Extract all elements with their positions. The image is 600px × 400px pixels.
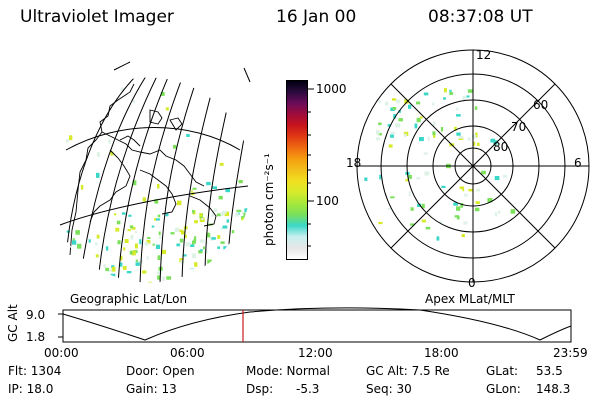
polar-grid xyxy=(356,49,590,283)
alt-tick-9: 9.0 xyxy=(26,308,46,322)
info-ip: IP: 18.0 xyxy=(8,382,54,396)
mlt-label-6: 6 xyxy=(574,156,582,170)
geo-coastlines xyxy=(69,83,217,256)
colorbar-tick-100: 100 xyxy=(316,194,339,208)
apex-polar-plot xyxy=(356,49,590,283)
alt-tick-1-8: 1.8 xyxy=(26,330,46,344)
info-flt: Flt: 1304 xyxy=(8,364,62,378)
mlat-label-70: 70 xyxy=(511,120,527,134)
mlt-label-0: 0 xyxy=(468,276,476,290)
mlt-label-18: 18 xyxy=(346,156,362,170)
info-door: Door: Open xyxy=(126,364,195,378)
info-gcalt: GC Alt: 7.5 Re xyxy=(366,364,450,378)
colorbar-unit-label: photon cm⁻²s⁻¹ xyxy=(262,153,276,246)
polar-panel-label: Apex MLat/MLT xyxy=(425,292,515,306)
geo-panel-label: Geographic Lat/Lon xyxy=(70,292,188,306)
x-tick-2359: 23:59 xyxy=(553,346,588,360)
geo-grid xyxy=(59,77,251,283)
date-label: 16 Jan 00 xyxy=(276,7,357,27)
colorbar-tick-1000: 1000 xyxy=(316,82,347,96)
mlat-label-80: 80 xyxy=(493,140,509,154)
instrument-title: Ultraviolet Imager xyxy=(20,7,174,27)
info-seq: Seq: 30 xyxy=(366,382,412,396)
info-glat-label: GLat: xyxy=(486,364,519,378)
altitude-plot xyxy=(58,307,572,343)
alt-axis-label: GC Alt xyxy=(6,304,20,342)
info-mode: Mode: Normal xyxy=(246,364,330,378)
colorbar-ticks xyxy=(308,88,314,247)
geographic-map xyxy=(45,61,253,284)
x-tick-0600: 06:00 xyxy=(170,346,205,360)
info-glon-value: 148.3 xyxy=(536,382,571,396)
x-tick-1800: 18:00 xyxy=(424,346,459,360)
x-tick-1200: 12:00 xyxy=(298,346,333,360)
info-dsp-label: Dsp: xyxy=(246,382,274,396)
time-label: 08:37:08 UT xyxy=(428,7,533,27)
mlt-label-12: 12 xyxy=(476,48,492,62)
info-glon-label: GLon: xyxy=(486,382,521,396)
colorbar xyxy=(286,80,308,260)
info-gain: Gain: 13 xyxy=(126,382,177,396)
x-tick-0000: 00:00 xyxy=(44,346,79,360)
mlat-label-60: 60 xyxy=(533,98,549,112)
info-dsp-value: -5.3 xyxy=(296,382,320,396)
info-glat-value: 53.5 xyxy=(536,364,563,378)
